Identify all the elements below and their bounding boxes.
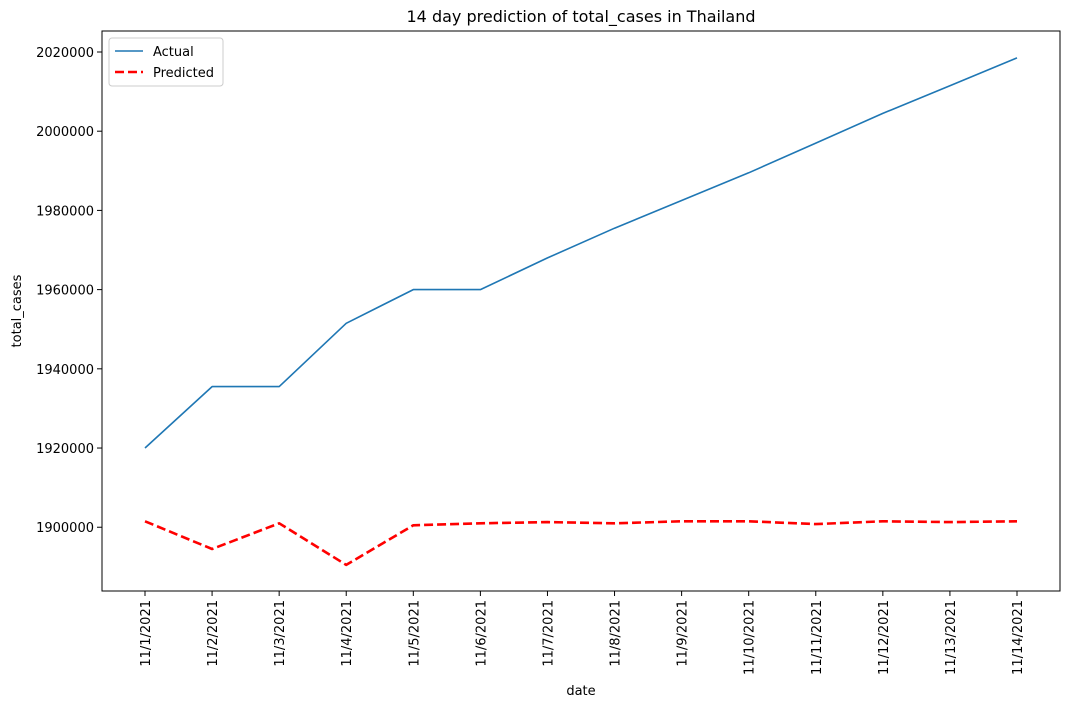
x-tick-label: 11/3/2021 [273,600,288,667]
y-tick-label: 1900000 [36,521,94,536]
y-tick-label: 1980000 [36,204,94,219]
plot-area [101,30,1061,592]
x-tick-label: 11/1/2021 [139,600,154,667]
x-tick-label: 11/5/2021 [407,600,422,667]
y-tick-label: 1940000 [36,363,94,378]
x-tick-label: 11/4/2021 [340,600,355,667]
plot-frame [101,30,1061,592]
series-line-predicted [144,519,1018,567]
legend-label-actual: Actual [153,45,194,60]
y-tick-label: 2000000 [36,125,94,140]
y-axis: 1900000 1920000 1940000 1960000 1980000 20000… [36,46,102,536]
x-tick-label: 11/14/2021 [1011,600,1026,675]
x-tick-label: 11/7/2021 [541,600,556,667]
x-tick-label: 11/10/2021 [743,600,758,675]
y-tick-label: 2020000 [36,46,94,61]
y-tick-label: 1960000 [36,284,94,299]
x-tick-label: 11/2/2021 [206,600,221,667]
legend-label-predicted: Predicted [153,66,214,81]
legend-box [108,37,224,87]
x-axis-title: date [566,684,595,699]
y-tick-label: 1920000 [36,442,94,457]
x-tick-label: 11/13/2021 [944,600,959,675]
series-line-actual [144,57,1018,449]
y-axis-title: total_cases [10,274,25,347]
x-axis: 11/1/2021 11/2/2021 11/3/2021 11/4/2021 11/5… [139,591,1026,675]
x-tick-label: 11/6/2021 [474,600,489,667]
chart-title: 14 day prediction of total_cases in Thai… [407,7,756,27]
x-tick-label: 11/9/2021 [676,600,691,667]
x-tick-label: 11/8/2021 [609,600,624,667]
x-tick-label: 11/12/2021 [877,600,892,675]
legend: Actual Predicted [108,37,224,87]
series-layer [144,57,1018,567]
x-tick-label: 11/11/2021 [810,600,825,675]
